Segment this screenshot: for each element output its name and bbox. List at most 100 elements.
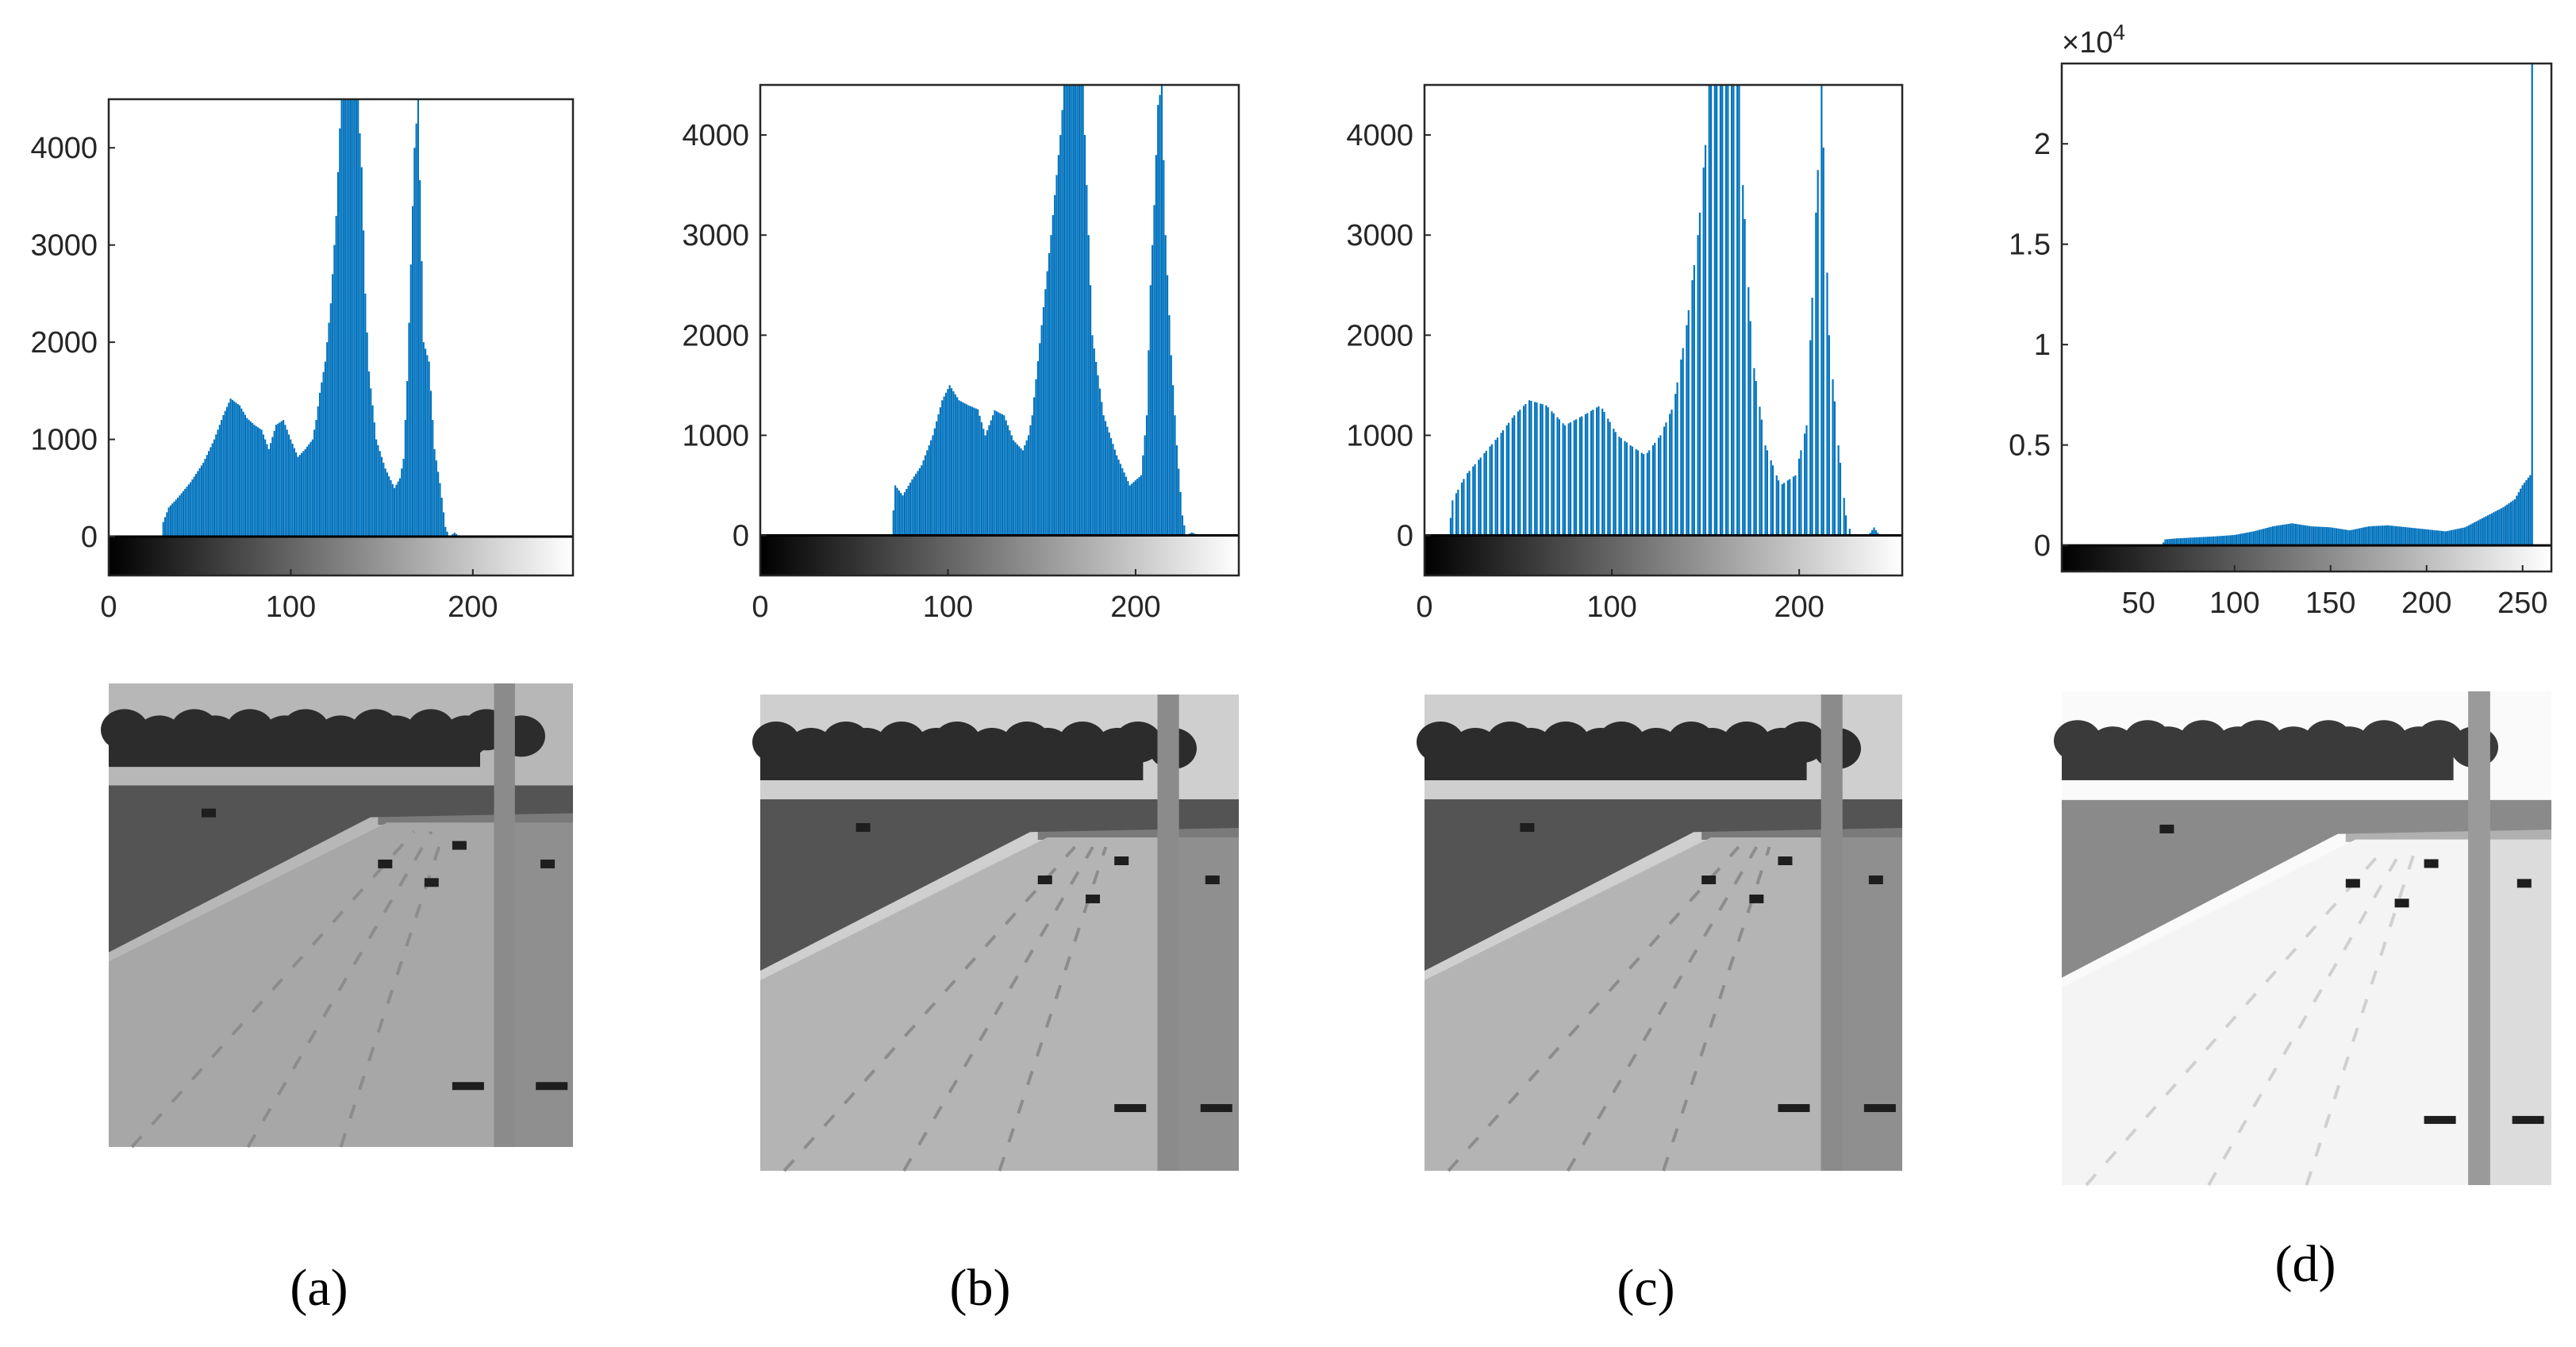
histogram-bar — [1463, 479, 1465, 536]
histogram-bar — [1657, 437, 1660, 536]
histogram-bar — [333, 244, 336, 537]
histogram-bar — [217, 429, 219, 537]
histogram-bar — [298, 455, 301, 537]
histogram-bar — [233, 401, 236, 537]
histogram-bar — [2314, 526, 2316, 546]
histogram-bar — [2245, 533, 2247, 546]
histogram-bar — [1541, 404, 1544, 536]
histogram-bar — [2433, 529, 2436, 546]
histogram-bar — [2209, 537, 2211, 546]
histogram-bar — [1760, 419, 1763, 536]
histogram-bar — [2517, 492, 2520, 546]
histogram-bar — [1010, 435, 1013, 536]
histogram-bar — [2183, 537, 2186, 546]
histogram-bar — [1569, 422, 1572, 536]
histogram-bar — [2516, 495, 2518, 546]
histogram-bar — [2189, 537, 2192, 546]
histogram-bar — [391, 483, 394, 537]
histogram-bar — [1833, 401, 1836, 536]
histogram-bar — [928, 445, 930, 536]
histogram-bar — [284, 425, 286, 537]
histogram-bar — [939, 407, 942, 536]
histogram-bar — [453, 533, 456, 537]
histogram-bar — [2389, 525, 2391, 546]
y-tick-label: 0.5 — [2009, 429, 2051, 463]
histogram-bar — [2308, 525, 2311, 546]
histogram-bar — [1789, 479, 1791, 536]
histogram-bar — [2413, 528, 2416, 546]
histogram-bar — [363, 230, 365, 537]
histogram-bar — [1716, 85, 1718, 536]
histogram-bar — [2297, 524, 2299, 546]
histogram-bar — [302, 451, 305, 537]
histogram-bar — [948, 385, 951, 536]
histogram-bar — [1687, 310, 1690, 536]
histogram-bar — [280, 421, 283, 537]
histogram-bar — [2463, 527, 2466, 546]
histogram-bar — [1075, 85, 1077, 536]
histogram-bar — [228, 402, 230, 537]
histogram-bar — [310, 441, 312, 537]
histogram-bar — [428, 361, 430, 537]
histogram-bar — [279, 422, 281, 537]
histogram-bar — [421, 261, 423, 537]
histogram-bar — [1721, 85, 1724, 536]
histogram-bar — [1457, 489, 1459, 536]
histogram-bar — [2481, 518, 2483, 546]
histogram-bar — [1048, 252, 1051, 536]
histogram-bar — [1730, 85, 1733, 536]
histogram-bar — [1067, 85, 1069, 536]
histogram-bar — [1609, 421, 1611, 536]
histogram-bar — [186, 487, 188, 537]
histogram-bar — [419, 180, 421, 537]
histogram-bar — [187, 484, 190, 537]
histogram-bar — [894, 485, 897, 536]
histogram-bar — [213, 439, 216, 537]
histogram-bar — [2312, 526, 2314, 546]
y-tick-label: 0 — [1397, 520, 1413, 553]
histogram-bar — [1001, 414, 1004, 536]
histogram-bar — [1489, 446, 1491, 536]
histogram-bars-b — [892, 85, 1198, 536]
histogram-bar — [2232, 535, 2234, 546]
histogram-bar — [411, 206, 414, 537]
histogram-bar — [1494, 440, 1497, 536]
histogram-bar — [1874, 529, 1877, 536]
histogram-bar — [2324, 526, 2326, 546]
histogram-bar — [903, 492, 906, 536]
histogram-bar — [905, 489, 908, 536]
histogram-panel-c: 0 1000 2000 3000 4000 0 100 200 — [1346, 83, 1904, 624]
histogram-bar — [1805, 425, 1808, 536]
histogram-bar — [425, 348, 427, 537]
histogram-bar — [193, 476, 195, 537]
histogram-bar — [1508, 422, 1510, 536]
histogram-bar — [1036, 361, 1039, 536]
histogram-bar — [1766, 450, 1769, 536]
histogram-bar — [1877, 533, 1879, 536]
histogram-bar — [224, 410, 226, 537]
histogram-bar — [2318, 526, 2320, 546]
histogram-bar — [2509, 502, 2513, 546]
histogram-bar — [978, 415, 981, 536]
histogram-bar — [1044, 289, 1047, 536]
histogram-bar — [1501, 430, 1505, 536]
histogram-bar — [2218, 536, 2220, 546]
histogram-bar — [225, 406, 229, 537]
histogram-bar — [1676, 382, 1678, 536]
histogram-bar — [2220, 536, 2222, 546]
histogram-bar — [982, 429, 985, 536]
highway-photo-a — [101, 683, 573, 1149]
histogram-bar — [2520, 488, 2522, 546]
histogram-bar — [2467, 525, 2470, 546]
histogram-bar — [1061, 110, 1063, 536]
histogram-bar — [1586, 413, 1589, 536]
histogram-bar — [2235, 534, 2238, 546]
histogram-bar — [375, 439, 378, 537]
histogram-bar — [2302, 525, 2305, 546]
histogram-bar — [1145, 415, 1148, 536]
histogram-bar — [2356, 529, 2359, 546]
histogram-bar — [1121, 468, 1124, 536]
histogram-bar — [2429, 529, 2432, 546]
histogram-bar — [2498, 509, 2501, 546]
histogram-bar — [240, 408, 243, 537]
